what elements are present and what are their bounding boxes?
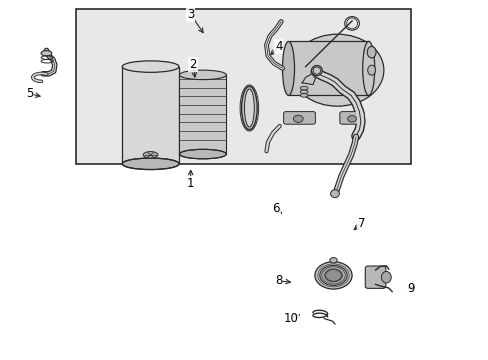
Circle shape xyxy=(314,262,351,289)
Ellipse shape xyxy=(290,34,383,106)
Circle shape xyxy=(319,265,346,285)
Ellipse shape xyxy=(362,41,374,95)
Ellipse shape xyxy=(122,61,179,72)
Text: 3: 3 xyxy=(186,8,194,21)
Text: 5: 5 xyxy=(25,87,33,100)
Ellipse shape xyxy=(381,271,390,283)
Ellipse shape xyxy=(244,89,254,127)
Bar xyxy=(288,41,368,95)
Ellipse shape xyxy=(122,158,179,170)
Bar xyxy=(76,9,410,164)
Text: 9: 9 xyxy=(406,282,414,294)
Ellipse shape xyxy=(143,152,158,158)
Circle shape xyxy=(347,116,356,122)
Text: 1: 1 xyxy=(186,177,194,190)
Text: 10: 10 xyxy=(283,312,298,325)
Ellipse shape xyxy=(366,46,375,58)
Text: 6: 6 xyxy=(272,202,280,215)
Ellipse shape xyxy=(300,86,307,90)
Bar xyxy=(179,75,226,154)
Text: 2: 2 xyxy=(189,58,197,71)
Text: 7: 7 xyxy=(357,217,365,230)
Ellipse shape xyxy=(300,94,307,97)
Circle shape xyxy=(293,115,303,122)
Text: 8: 8 xyxy=(274,274,282,287)
Ellipse shape xyxy=(41,51,52,56)
Ellipse shape xyxy=(241,86,257,130)
Ellipse shape xyxy=(311,66,322,76)
FancyBboxPatch shape xyxy=(339,112,364,124)
Ellipse shape xyxy=(282,41,294,95)
FancyBboxPatch shape xyxy=(283,112,315,124)
Ellipse shape xyxy=(312,67,320,74)
Bar xyxy=(122,67,179,164)
Ellipse shape xyxy=(367,65,375,75)
Text: 4: 4 xyxy=(274,40,282,53)
Ellipse shape xyxy=(330,190,339,198)
Ellipse shape xyxy=(179,70,226,80)
Ellipse shape xyxy=(329,258,337,263)
Ellipse shape xyxy=(300,90,307,94)
FancyBboxPatch shape xyxy=(365,266,385,288)
Ellipse shape xyxy=(179,149,226,159)
Circle shape xyxy=(324,269,342,282)
Polygon shape xyxy=(302,74,315,85)
